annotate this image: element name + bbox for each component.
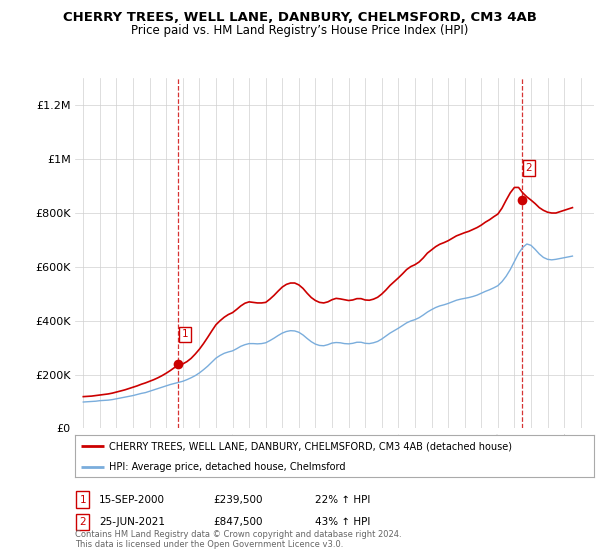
Text: 2: 2: [526, 163, 532, 173]
Text: Contains HM Land Registry data © Crown copyright and database right 2024.: Contains HM Land Registry data © Crown c…: [75, 530, 401, 539]
Text: 1: 1: [181, 329, 188, 339]
Text: 15-SEP-2000: 15-SEP-2000: [99, 494, 165, 505]
Text: £239,500: £239,500: [213, 494, 263, 505]
Text: 43% ↑ HPI: 43% ↑ HPI: [315, 517, 370, 527]
Text: 22% ↑ HPI: 22% ↑ HPI: [315, 494, 370, 505]
Text: Price paid vs. HM Land Registry’s House Price Index (HPI): Price paid vs. HM Land Registry’s House …: [131, 24, 469, 36]
Text: 2: 2: [79, 517, 86, 527]
Text: £847,500: £847,500: [213, 517, 263, 527]
Text: 1: 1: [79, 494, 86, 505]
Text: HPI: Average price, detached house, Chelmsford: HPI: Average price, detached house, Chel…: [109, 461, 345, 472]
Text: 25-JUN-2021: 25-JUN-2021: [99, 517, 165, 527]
Text: This data is licensed under the Open Government Licence v3.0.: This data is licensed under the Open Gov…: [75, 540, 343, 549]
Text: CHERRY TREES, WELL LANE, DANBURY, CHELMSFORD, CM3 4AB (detached house): CHERRY TREES, WELL LANE, DANBURY, CHELMS…: [109, 441, 512, 451]
Text: CHERRY TREES, WELL LANE, DANBURY, CHELMSFORD, CM3 4AB: CHERRY TREES, WELL LANE, DANBURY, CHELMS…: [63, 11, 537, 24]
